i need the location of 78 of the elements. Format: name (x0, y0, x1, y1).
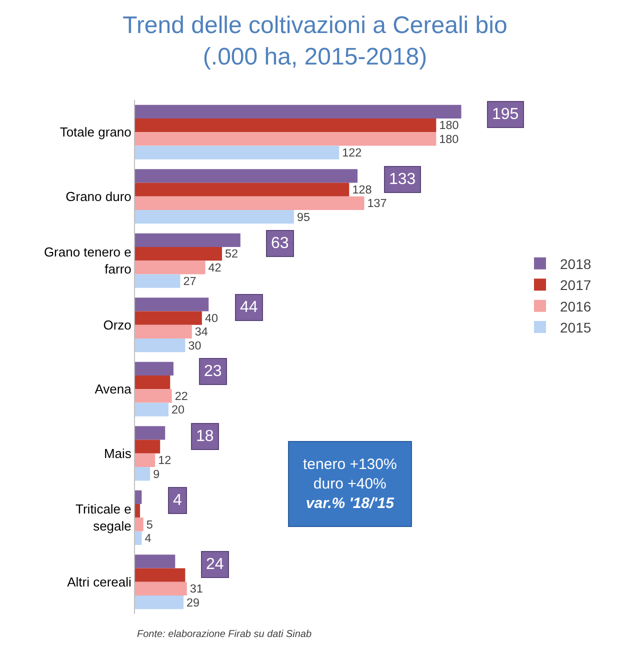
data-label: 128 (352, 183, 372, 196)
y-tick-label: Altri cereali (67, 574, 132, 590)
bar (135, 596, 184, 610)
data-label: 34 (194, 326, 208, 339)
y-tick-label: Mais (104, 446, 132, 461)
bar (135, 490, 142, 504)
y-tick-label: Avena (94, 382, 132, 397)
bar (135, 362, 174, 376)
bar (135, 196, 364, 210)
y-tick-label: Orzo (103, 317, 132, 332)
data-label: 23 (204, 363, 222, 380)
bar (135, 426, 166, 440)
bar (135, 104, 462, 118)
data-label: 195 (492, 106, 519, 123)
bar (135, 467, 150, 481)
data-label: 52 (225, 248, 238, 261)
y-tick-label: Triticale e segale (76, 502, 132, 534)
bar (135, 324, 192, 339)
data-label: 63 (271, 235, 289, 252)
legend-label: 2018 (560, 256, 592, 272)
bar (135, 518, 144, 532)
y-tick-label: Grano duro (66, 188, 132, 204)
bar (135, 402, 168, 416)
bar (135, 274, 180, 288)
data-label: 4 (173, 492, 182, 509)
bar (135, 375, 170, 390)
data-label: 30 (188, 339, 202, 352)
legend-label: 2015 (560, 319, 592, 336)
bar (135, 568, 186, 582)
legend-label: 2016 (560, 298, 592, 314)
chart-subtitle: (.000 ha, 2015-2018) (202, 43, 428, 70)
annotation: var.% '18/'15 (306, 495, 395, 512)
bar (135, 246, 222, 261)
bar (135, 554, 176, 568)
bar (135, 311, 202, 325)
data-label: 18 (196, 428, 214, 445)
y-tick-label: Totale grano (60, 124, 132, 140)
bar (135, 233, 240, 247)
bar (135, 118, 436, 132)
bar (135, 440, 160, 454)
data-label: 95 (296, 210, 310, 224)
data-label: 137 (367, 197, 387, 210)
data-label: 180 (439, 132, 460, 146)
y-tick-label: Grano tenero e farro (44, 244, 132, 277)
data-label: 122 (342, 146, 362, 160)
data-label: 133 (389, 171, 416, 188)
bar (135, 531, 142, 545)
data-label: 31 (190, 582, 203, 596)
bar (135, 582, 187, 596)
chart-title: Trend delle coltivazioni a Cereali bio (122, 12, 508, 40)
data-label: 44 (240, 299, 258, 316)
bar (135, 182, 350, 196)
legend-label: 2017 (560, 277, 592, 294)
bar (135, 132, 436, 146)
data-label: 24 (206, 556, 224, 573)
data-label: 180 (439, 119, 460, 132)
data-label: 9 (153, 468, 160, 481)
bar (135, 210, 294, 224)
bar (135, 169, 358, 183)
data-label: 29 (186, 596, 200, 610)
data-label: 42 (208, 261, 222, 274)
data-label: 22 (174, 390, 188, 403)
annotation: tenero +130% (303, 456, 397, 473)
bar (135, 298, 209, 312)
bar (135, 389, 172, 403)
bar (135, 338, 186, 352)
data-label: 27 (183, 275, 196, 288)
data-label: 12 (158, 454, 172, 468)
source-note: Fonte: elaborazione Firab su dati Sinab (137, 629, 312, 640)
data-label: 40 (204, 312, 218, 325)
bar (135, 504, 140, 518)
data-label: 20 (171, 404, 185, 417)
data-label: 5 (146, 518, 154, 532)
bar (135, 453, 156, 468)
data-label: 4 (144, 532, 152, 546)
bar (135, 146, 340, 160)
bar (135, 260, 206, 274)
annotation: duro +40% (313, 476, 386, 492)
